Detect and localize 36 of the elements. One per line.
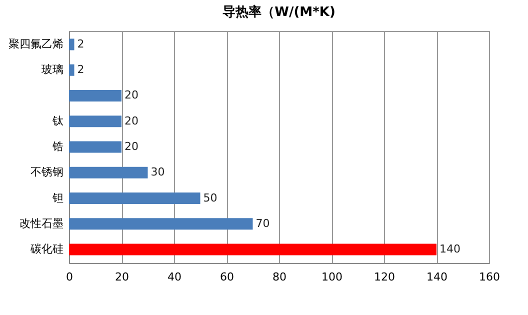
x-tick-label: 40: [168, 270, 182, 284]
y-tick-label: 钽: [52, 191, 64, 204]
x-tick-label: 160: [479, 270, 500, 284]
x-tick-label: 80: [272, 270, 286, 284]
y-tick-label: 不锈钢: [30, 166, 64, 179]
data-label: 2: [77, 63, 84, 76]
data-label: 30: [150, 166, 165, 179]
data-label: 70: [256, 216, 270, 230]
x-tick-label: 60: [220, 270, 234, 284]
chart-title: 导热率（W/(M*K): [222, 4, 336, 20]
y-tick-label: 玻璃: [42, 63, 64, 76]
bar: [69, 166, 148, 178]
data-label: 20: [124, 140, 138, 153]
data-label: 50: [203, 191, 218, 204]
data-label: 20: [124, 114, 138, 128]
bar: [69, 192, 200, 204]
data-label: 20: [124, 88, 138, 102]
y-tick-label: 聚四氟乙烯: [8, 37, 64, 50]
x-tick-label: 20: [115, 270, 129, 284]
data-label: 2: [77, 37, 84, 50]
y-tick-label: 钛: [52, 114, 64, 128]
y-tick-label: 碳化硅: [30, 242, 64, 256]
bar: [69, 38, 74, 50]
data-label: 140: [440, 242, 460, 256]
y-tick-label: 改性石墨: [20, 216, 64, 230]
y-tick-label: 锆: [52, 140, 64, 153]
x-tick-label: 120: [374, 270, 395, 284]
bar: [69, 64, 74, 76]
bar: [69, 90, 122, 102]
bar: [69, 116, 122, 128]
bar: [69, 218, 253, 230]
bar: [69, 244, 436, 256]
x-tick-label: 100: [322, 270, 342, 284]
x-tick-label: 140: [426, 270, 448, 284]
bar: [69, 141, 122, 153]
x-tick-label: 0: [66, 270, 73, 284]
